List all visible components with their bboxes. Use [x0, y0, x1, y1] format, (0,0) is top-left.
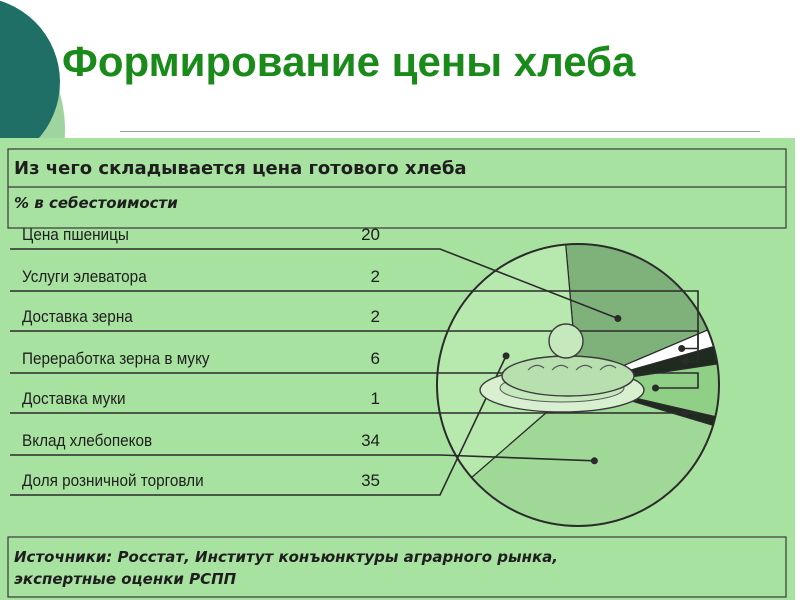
legend-row-label: Цена пшеницы	[22, 225, 129, 244]
bread-score	[551, 364, 569, 371]
leader-line	[10, 372, 699, 389]
legend-row-label: Доставка муки	[22, 389, 126, 408]
leader-line	[10, 330, 699, 363]
leader-dot	[614, 315, 622, 322]
leader-line	[10, 355, 507, 496]
bread-roll	[548, 323, 584, 359]
slide-title: Формирование цены хлеба	[62, 38, 636, 85]
leader-dot	[652, 384, 659, 392]
chart-subtitle: % в себестоимости	[14, 194, 178, 212]
legend-row-label: Вклад хлебопеков	[22, 431, 153, 450]
chart-source-line-1: Источники: Росстат, Институт конъюнктуры…	[14, 548, 558, 566]
bread-loaf	[501, 355, 635, 397]
leader-dot	[590, 457, 598, 465]
data-label: 35	[361, 471, 380, 490]
leader-dot	[680, 409, 688, 417]
legend-row-label: Услуги элеватора	[22, 267, 147, 286]
bread-score	[575, 364, 593, 371]
legend-row-label: Переработка зерна в муку	[22, 349, 210, 368]
chart-source-frame	[7, 536, 787, 598]
chart-header-frame	[7, 148, 787, 229]
chart-panel: Из чего складывается цена готового хлеба…	[0, 138, 795, 600]
chart-title: Из чего складывается цена готового хлеба	[14, 158, 467, 179]
deco-circle-dark	[0, 0, 60, 164]
title-divider	[120, 131, 760, 132]
leader-line	[10, 454, 595, 462]
legend-row-label: Доставка зерна	[22, 307, 133, 326]
bread-score	[599, 364, 617, 371]
pie-outline	[436, 243, 720, 527]
leader-dot	[502, 352, 510, 360]
bread-plate-illustration	[479, 323, 645, 413]
chart-source-line-2: экспертные оценки РСПП	[14, 570, 237, 588]
data-label: 2	[370, 267, 380, 286]
leader-dot	[682, 358, 689, 366]
leader-dot	[678, 345, 686, 352]
data-label: 34	[361, 431, 380, 450]
pie-chart	[7, 148, 787, 598]
data-label: 2	[370, 307, 380, 326]
legend-row-label: Доля розничной торговли	[22, 471, 204, 490]
leader-line	[10, 290, 699, 350]
data-label: 20	[361, 225, 380, 244]
data-label: 1	[370, 389, 380, 408]
leader-line	[10, 248, 619, 320]
data-label: 6	[370, 349, 380, 368]
bread-score	[527, 364, 545, 371]
